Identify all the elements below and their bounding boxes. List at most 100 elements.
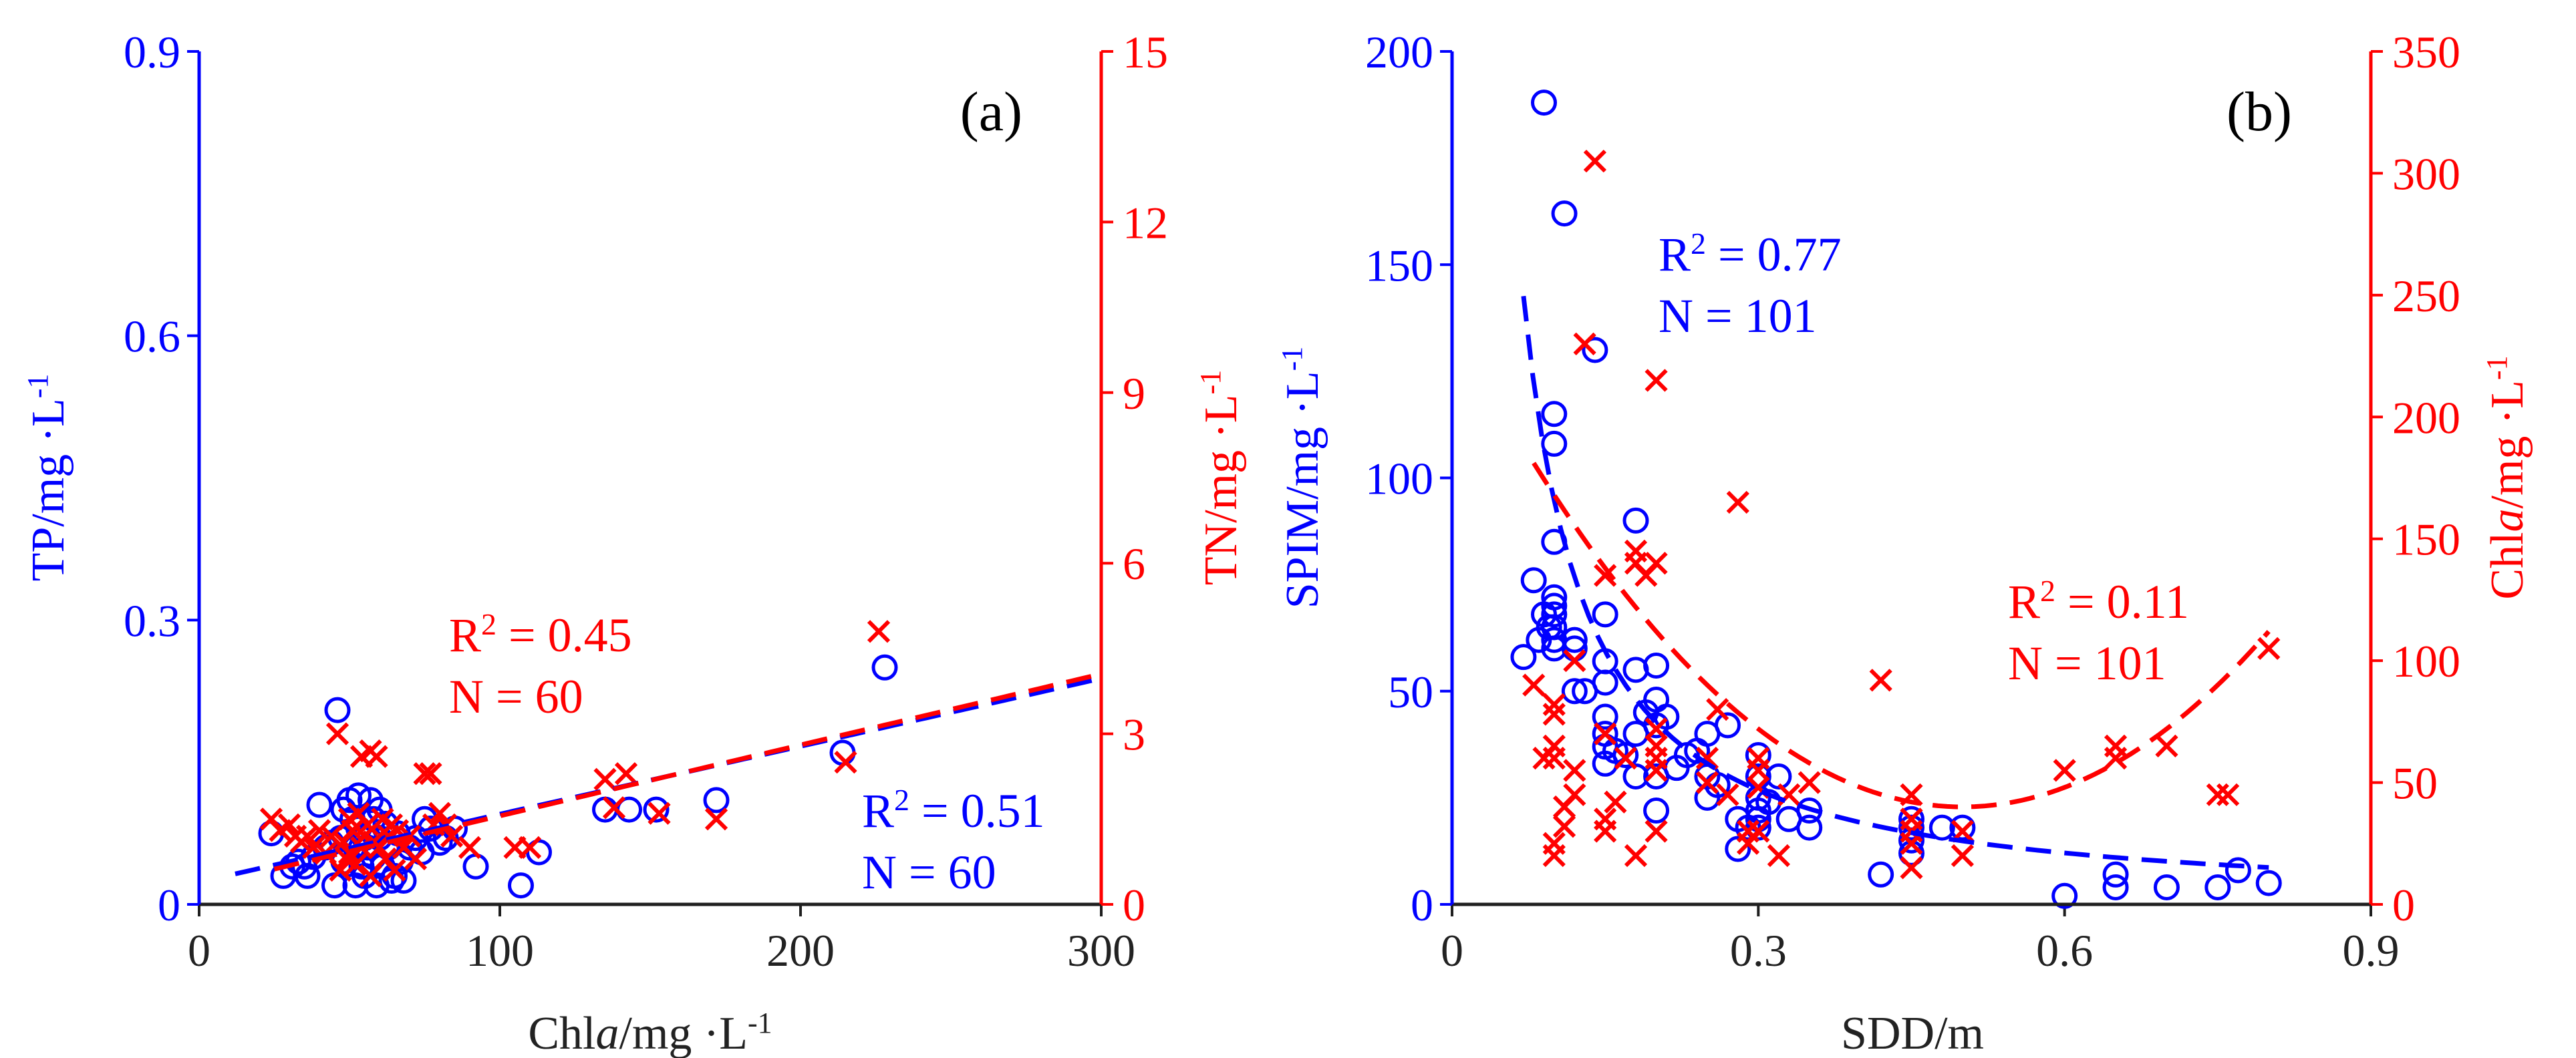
point-chla — [1594, 820, 1617, 843]
point-tn — [329, 858, 352, 882]
point-chla — [1594, 564, 1617, 587]
x-tick-label: 0 — [188, 925, 210, 976]
point-tn — [404, 847, 428, 871]
panel-b-right-axis-title: Chla/mg ·L-1 — [2480, 355, 2534, 599]
point-tn — [341, 819, 364, 842]
x-tick-label: 0 — [1441, 925, 1463, 976]
point-tn — [277, 813, 301, 836]
point-spim — [1541, 601, 1568, 628]
point-tn — [419, 762, 442, 785]
right-y-tick-label: 9 — [1123, 368, 1145, 419]
panel-a-annotation-blue-r2: R2 = 0.51 — [862, 783, 1045, 838]
panel-b-left-axis-title: SPIM/mg ·L-1 — [1276, 347, 1329, 609]
point-spim — [1541, 430, 1568, 457]
x-tick-label: 100 — [466, 925, 534, 976]
point-chla — [1563, 759, 1586, 782]
point-spim — [1622, 507, 1649, 534]
point-chla — [2216, 783, 2240, 806]
panel-b-x-axis-title: SDD/m — [1841, 1008, 1984, 1058]
point-chla — [1747, 820, 1770, 843]
point-chla — [1747, 759, 1770, 782]
left-y-tick-label: 0 — [158, 880, 180, 930]
right-y-tick-label: 3 — [1123, 709, 1145, 760]
x-tick-label: 0.9 — [2343, 925, 2400, 976]
right-y-tick-label: 100 — [2392, 636, 2460, 687]
right-y-tick-label: 0 — [2392, 880, 2415, 930]
x-tick-label: 200 — [766, 925, 835, 976]
point-spim — [1612, 742, 1639, 769]
panel-a-x-axis-title: Chla/mg ·L-1 — [528, 1007, 772, 1058]
panel-a-right-axis-title: TN/mg ·L-1 — [1194, 370, 1248, 585]
point-chla — [2053, 759, 2076, 782]
panel-a-label: (a) — [960, 81, 1022, 143]
right-y-tick-label: 6 — [1123, 538, 1145, 589]
point-tn — [307, 819, 331, 842]
point-chla — [1644, 552, 1668, 575]
point-spim — [2204, 874, 2231, 900]
point-chla — [1798, 771, 1821, 794]
point-spim — [2255, 870, 2282, 896]
panel-a-annotation-red-n: N = 60 — [449, 670, 583, 723]
left-y-tick-label: 50 — [1388, 667, 1433, 717]
panel-a-annotation-blue-n: N = 60 — [862, 846, 996, 899]
point-chla — [1644, 717, 1668, 741]
point-spim — [1541, 401, 1568, 427]
left-y-tick-label: 200 — [1365, 27, 1433, 77]
point-chla — [1716, 783, 1739, 806]
panel-a-fits — [235, 671, 1102, 876]
point-chla — [1604, 790, 1627, 814]
fit-line-tn — [273, 671, 1102, 872]
point-tn — [365, 745, 388, 768]
point-tp — [703, 787, 730, 814]
point-chla — [1951, 844, 1975, 868]
point-tp — [871, 654, 898, 681]
panel-b: 0 0.3 0.6 0.9050100150200050100150200250300… — [1276, 27, 2534, 1058]
right-y-tick-label: 0 — [1123, 880, 1145, 930]
point-chla — [1563, 649, 1586, 673]
panel-b-fits — [1521, 295, 2271, 870]
x-tick-label: 300 — [1067, 925, 1135, 976]
panel-b-annotation-red-n: N = 101 — [2008, 637, 2166, 690]
point-spim — [1725, 836, 1751, 862]
panel-b-marks — [1510, 90, 2282, 909]
panel-b-annotation-blue-n: N = 101 — [1659, 289, 1817, 343]
point-spim — [1541, 584, 1568, 610]
point-chla — [1594, 722, 1617, 745]
point-spim — [2225, 857, 2251, 884]
point-spim — [1592, 601, 1618, 628]
point-tn — [593, 767, 617, 791]
left-y-tick-label: 100 — [1365, 454, 1433, 504]
point-chla — [1542, 746, 1566, 770]
point-tn — [602, 796, 626, 820]
point-spim — [1510, 644, 1537, 671]
point-chla — [1552, 815, 1576, 838]
point-tp — [462, 853, 489, 880]
point-tp — [306, 791, 333, 818]
point-spim — [1592, 669, 1618, 696]
point-spim — [1551, 200, 1578, 227]
point-tn — [648, 802, 671, 825]
point-chla — [1573, 332, 1596, 355]
point-tn — [458, 836, 482, 859]
right-y-tick-label: 150 — [2392, 514, 2460, 565]
left-y-tick-label: 150 — [1365, 240, 1433, 291]
point-spim — [1531, 90, 1557, 116]
point-chla — [1644, 820, 1668, 843]
point-spim — [1868, 861, 1894, 888]
point-tn — [704, 808, 728, 831]
right-y-tick-label: 200 — [2392, 392, 2460, 443]
point-tp — [345, 782, 372, 809]
right-y-tick-label: 350 — [2392, 27, 2460, 77]
x-tick-label: 0.6 — [2036, 925, 2093, 976]
point-tn — [834, 751, 857, 774]
point-chla — [1869, 669, 1892, 692]
point-spim — [1520, 567, 1547, 594]
left-y-tick-label: 0.6 — [124, 311, 180, 362]
point-spim — [1928, 814, 1955, 841]
point-chla — [2257, 637, 2281, 661]
point-tp — [324, 697, 351, 723]
point-spim — [1643, 798, 1670, 824]
panel-b-annotation-blue-r2: R2 = 0.77 — [1659, 226, 1842, 282]
point-spim — [1592, 703, 1618, 730]
